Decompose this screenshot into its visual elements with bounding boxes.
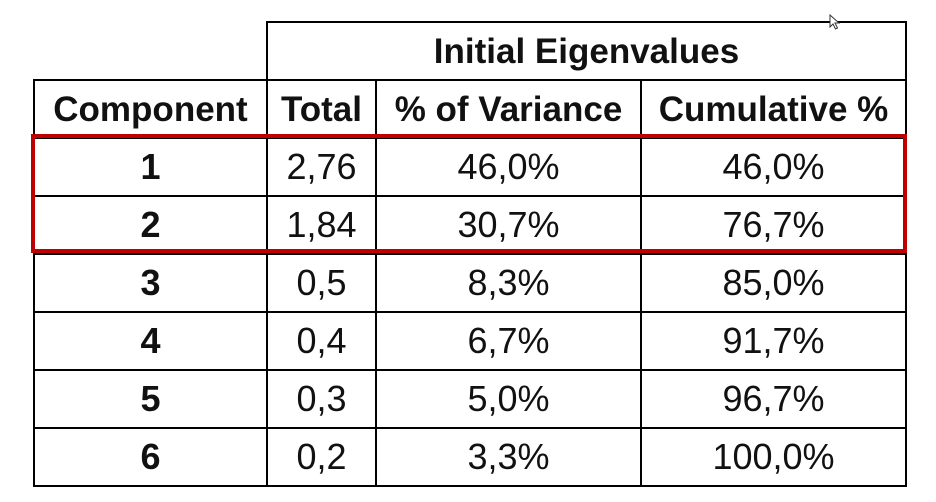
table-cell-component: 3: [140, 262, 161, 303]
table-cell-component: 1: [140, 146, 161, 187]
table-rule: [33, 195, 907, 197]
table-cell-component: 2: [140, 204, 161, 245]
table-cell-variance: 3,3%: [467, 436, 550, 477]
table-cell-component: 5: [140, 378, 161, 419]
table-cell-variance: 30,7%: [457, 204, 560, 245]
table-cell-cumulative: 85,0%: [722, 262, 825, 303]
table-cell-component: 4: [140, 320, 161, 361]
table-cell-cumulative: 91,7%: [722, 320, 825, 361]
table-cell-cumulative: 46,0%: [722, 146, 825, 187]
column-header-component: Component: [53, 89, 248, 129]
table-cell-total: 0,2: [296, 436, 347, 477]
table-rule: [375, 79, 377, 487]
table-rule: [33, 253, 907, 255]
table-rule: [266, 21, 907, 23]
table-rule: [33, 79, 35, 487]
table-cell-variance: 8,3%: [467, 262, 550, 303]
table-rule: [33, 485, 907, 487]
table-cell-cumulative: 96,7%: [722, 378, 825, 419]
table-rule: [33, 311, 907, 313]
table-cell-component: 6: [140, 436, 161, 477]
table-cell-total: 1,84: [286, 204, 357, 245]
table-cell-total: 0,4: [296, 320, 347, 361]
table-rule: [33, 369, 907, 371]
table-cell-total: 0,3: [296, 378, 347, 419]
table-rule: [33, 427, 907, 429]
table-cell-total: 2,76: [286, 146, 357, 187]
mouse-pointer-icon: [829, 14, 841, 30]
table-rule: [266, 21, 268, 487]
column-header-variance: % of Variance: [394, 89, 623, 129]
table-rule: [33, 137, 907, 139]
table-cell-cumulative: 76,7%: [722, 204, 825, 245]
table-rule: [640, 79, 642, 487]
table-cell-variance: 5,0%: [467, 378, 550, 419]
table-cell-variance: 46,0%: [457, 146, 560, 187]
column-header-cumulative: Cumulative %: [658, 89, 889, 129]
table-cell-total: 0,5: [296, 262, 347, 303]
table-cell-variance: 6,7%: [467, 320, 550, 361]
table-cell-cumulative: 100,0%: [712, 436, 835, 477]
column-header-total: Total: [280, 89, 362, 129]
group-header-initial-eigenvalues: Initial Eigenvalues: [433, 31, 740, 71]
table-rule: [905, 21, 907, 487]
table-rule: [33, 79, 907, 81]
